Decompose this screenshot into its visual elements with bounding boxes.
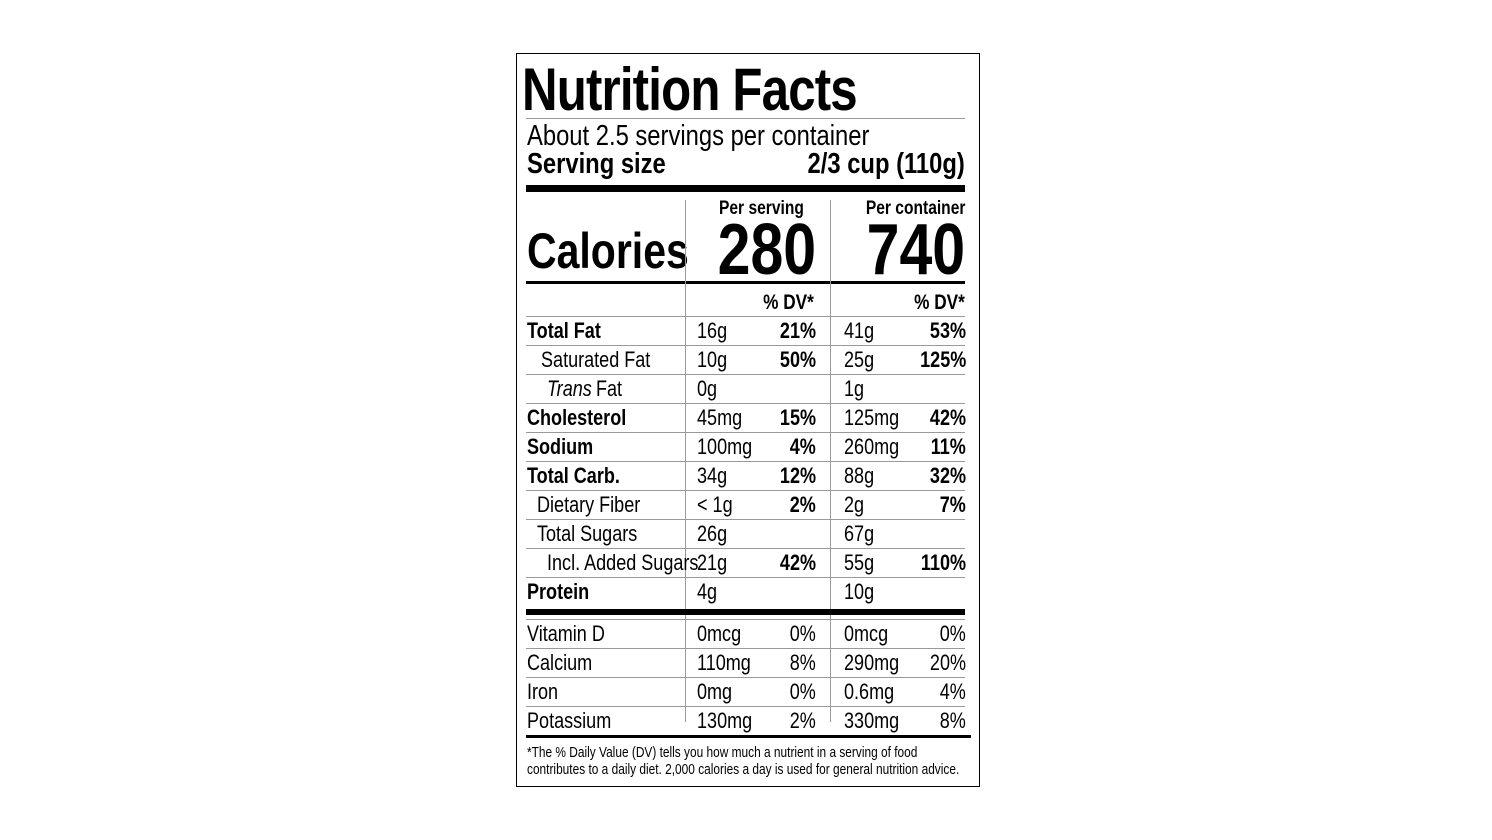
container-amount: 330mg (844, 708, 900, 733)
calories-label: Calories (527, 223, 689, 279)
nutrient-name-rest: Fat (595, 376, 622, 401)
container-amount: 290mg (844, 650, 900, 675)
row-rule (526, 432, 965, 433)
container-amount: 88g (844, 463, 875, 488)
row-rule (526, 548, 965, 549)
nutrient-name: Calcium (527, 650, 593, 675)
row-rule (526, 706, 965, 707)
serving-dv: 8% (789, 650, 816, 675)
bottom-rule (526, 735, 971, 738)
serving-amount: 0g (697, 376, 718, 401)
container-amount: 2g (844, 492, 865, 517)
footnote: contributes to a daily diet. 2,000 calor… (527, 762, 960, 778)
serving-amount: < 1g (697, 492, 733, 517)
container-dv: 110% (920, 550, 966, 575)
serving-amount: 16g (697, 318, 728, 343)
divider (526, 118, 965, 119)
container-amount: 41g (844, 318, 875, 343)
title: Nutrition Facts (522, 56, 858, 123)
row-rule (526, 316, 965, 317)
row-rule (526, 403, 965, 404)
row-rule (526, 519, 965, 520)
thick-rule (526, 185, 965, 192)
serving-amount: 110mg (697, 650, 751, 675)
nutrient-name-italic: Trans (547, 376, 592, 401)
serving-amount: 130mg (697, 708, 753, 733)
serving-size-label: Serving size (527, 148, 666, 180)
serving-dv: 12% (779, 463, 816, 488)
nutrition-label (516, 53, 980, 787)
nutrient-name: Cholesterol (527, 405, 627, 430)
container-amount: 10g (844, 579, 875, 604)
serving-amount: 0mg (697, 679, 733, 704)
nutrient-name: Total Fat (527, 318, 601, 343)
row-rule (526, 490, 965, 491)
row-rule (526, 461, 965, 462)
container-dv: 20% (929, 650, 966, 675)
nutrient-name: Protein (527, 579, 590, 604)
nutrient-name: Iron (527, 679, 559, 704)
calories-per-container: 740 (866, 210, 965, 290)
row-rule (526, 374, 965, 375)
dv-header: % DV* (763, 291, 814, 314)
container-dv: 42% (929, 405, 966, 430)
serving-amount: 34g (697, 463, 728, 488)
row-rule (526, 677, 965, 678)
per-serving-header: Per serving (719, 198, 804, 219)
serving-amount: 26g (697, 521, 728, 546)
container-dv: 125% (919, 347, 966, 372)
serving-dv: 2% (789, 708, 816, 733)
nutrient-name: Total Sugars (537, 521, 638, 546)
nutrient-name: Sodium (527, 434, 594, 459)
footnote: *The % Daily Value (DV) tells you how mu… (527, 745, 918, 761)
serving-amount: 0mcg (697, 621, 742, 646)
nutrient-name: Potassium (527, 708, 612, 733)
serving-dv: 21% (779, 318, 816, 343)
serving-amount: 10g (697, 347, 728, 372)
serving-dv: 15% (779, 405, 816, 430)
nutrient-name: Total Carb. (527, 463, 620, 488)
nutrient-name: Vitamin D (527, 621, 605, 646)
nutrient-name: Dietary Fiber (537, 492, 641, 517)
container-amount: 55g (844, 550, 875, 575)
container-amount: 25g (844, 347, 875, 372)
container-amount: 125mg (844, 405, 900, 430)
container-dv: 32% (929, 463, 966, 488)
row-rule (526, 577, 965, 578)
serving-amount: 100mg (697, 434, 753, 459)
nutrient-name: Saturated Fat (541, 347, 651, 372)
serving-dv: 4% (789, 434, 816, 459)
container-amount: 260mg (844, 434, 900, 459)
servings: About 2.5 servings per container (527, 120, 870, 152)
container-dv: 53% (929, 318, 966, 343)
row-rule (526, 619, 965, 620)
dv-header: % DV* (914, 291, 965, 314)
container-amount: 0.6mg (844, 679, 895, 704)
thick-rule (526, 609, 965, 615)
serving-dv: 0% (789, 679, 816, 704)
serving-amount: 21g (697, 550, 728, 575)
container-amount: 1g (844, 376, 865, 401)
row-rule (526, 345, 965, 346)
container-dv: 11% (930, 434, 966, 459)
container-amount: 0mcg (844, 621, 889, 646)
serving-dv: 50% (779, 347, 816, 372)
row-rule (526, 648, 965, 649)
per-container-header: Per container (865, 198, 965, 219)
calories-per-serving: 280 (717, 210, 816, 290)
serving-amount: 45mg (697, 405, 743, 430)
container-dv: 4% (939, 679, 966, 704)
serving-amount: 4g (697, 579, 718, 604)
nutrient-name: Incl. Added Sugars (547, 550, 699, 575)
nutrient-name: Trans Fat (547, 378, 627, 400)
medium-rule (526, 281, 965, 284)
container-dv: 8% (939, 708, 966, 733)
serving-dv: 42% (779, 550, 816, 575)
container-dv: 7% (939, 492, 966, 517)
serving-dv: 0% (789, 621, 816, 646)
container-dv: 0% (939, 621, 966, 646)
container-amount: 67g (844, 521, 875, 546)
serving-size-value: 2/3 cup (110g) (807, 148, 965, 180)
serving-dv: 2% (789, 492, 816, 517)
